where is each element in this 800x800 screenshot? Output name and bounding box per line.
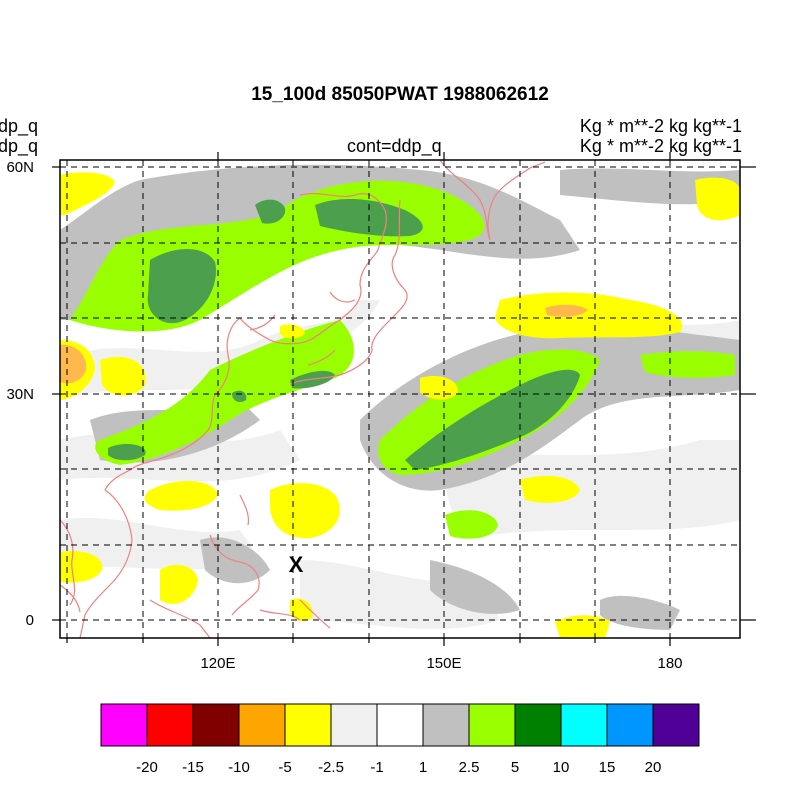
colorbar-swatch xyxy=(376,703,424,747)
colorbar-swatch xyxy=(652,703,700,747)
colorbar-swatch xyxy=(146,703,194,747)
colorbar-label: 10 xyxy=(553,759,570,776)
colorbar: -20 -15 -10 -5 -2.5 -1 1 2.5 5 10 15 20 xyxy=(100,703,700,776)
x-tick-label-150e: 150E xyxy=(426,655,461,672)
colorbar-label: 5 xyxy=(511,759,519,776)
shaded-field xyxy=(60,160,740,638)
colorbar-swatch xyxy=(422,703,470,747)
colorbar-label: -10 xyxy=(228,759,250,776)
colorbar-label: -5 xyxy=(278,759,291,776)
colorbar-swatch xyxy=(192,703,240,747)
colorbar-label: 1 xyxy=(419,759,427,776)
location-marker: X xyxy=(289,552,304,577)
colorbar-swatch xyxy=(330,703,378,747)
colorbar-swatch xyxy=(514,703,562,747)
colorbar-label: 20 xyxy=(645,759,662,776)
x-tick-label-180: 180 xyxy=(657,655,682,672)
x-tick-label-120e: 120E xyxy=(200,655,235,672)
colorbar-label: -15 xyxy=(182,759,204,776)
grid-lines xyxy=(60,160,740,638)
colorbar-swatch xyxy=(100,703,148,747)
y-tick-label-0: 0 xyxy=(26,612,34,629)
colorbar-swatch xyxy=(560,703,608,747)
map-title: 15_100d 85050PWAT 1988062612 xyxy=(251,84,549,105)
coastlines xyxy=(60,160,546,638)
tick-marks xyxy=(52,152,756,646)
variable-label-top: ddp_q xyxy=(0,116,39,136)
units-label-bottom: Kg * m**-2 kg kg**-1 xyxy=(579,136,742,156)
colorbar-label: 2.5 xyxy=(459,759,480,776)
colorbar-swatch xyxy=(238,703,286,747)
colorbar-swatch xyxy=(468,703,516,747)
colorbar-label: -1 xyxy=(370,759,383,776)
y-tick-label-60n: 60N xyxy=(6,159,34,176)
colorbar-label: -2.5 xyxy=(318,759,344,776)
colorbar-swatch xyxy=(606,703,654,747)
contour-label: cont=ddp_q xyxy=(347,136,442,156)
colorbar-label: -20 xyxy=(136,759,158,776)
y-tick-label-30n: 30N xyxy=(6,386,34,403)
colorbar-label: 15 xyxy=(599,759,616,776)
colorbar-swatch xyxy=(284,703,332,747)
map-frame xyxy=(59,159,741,639)
variable-label-bottom: ddp_q xyxy=(0,136,39,156)
units-label-top: Kg * m**-2 kg kg**-1 xyxy=(579,116,742,136)
